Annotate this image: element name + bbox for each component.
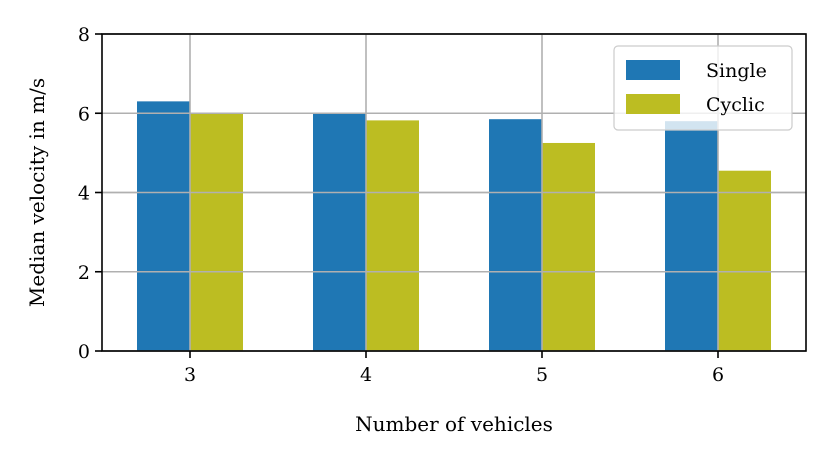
bar-cyclic-6 — [718, 170, 771, 351]
legend-swatch-single — [626, 60, 680, 80]
bar-cyclic-4 — [366, 120, 419, 351]
y-tick-label: 8 — [78, 24, 90, 46]
y-axis-label: Median velocity in m/s — [25, 78, 49, 307]
y-tick-label: 2 — [78, 262, 90, 284]
bar-single-6 — [665, 121, 718, 351]
bar-cyclic-3 — [190, 113, 243, 351]
y-tick-label: 0 — [78, 341, 90, 363]
x-axis-label: Number of vehicles — [355, 412, 553, 436]
y-tick-labels: 0 2 4 6 8 — [78, 24, 90, 363]
x-tick-label: 4 — [360, 364, 372, 386]
legend: Single Cyclic — [613, 45, 793, 131]
x-tick-labels: 3 4 5 6 — [184, 364, 724, 386]
legend-label-cyclic: Cyclic — [706, 94, 765, 116]
legend-swatch-cyclic — [626, 94, 680, 114]
bar-single-5 — [489, 119, 542, 351]
legend-label-single: Single — [706, 60, 767, 82]
y-tick-label: 4 — [78, 183, 90, 205]
bar-cyclic-5 — [542, 142, 595, 351]
bar-single-3 — [137, 101, 190, 351]
legend-box — [613, 45, 793, 131]
x-tick-label: 6 — [712, 364, 724, 386]
tick-marks — [95, 33, 719, 358]
x-tick-label: 5 — [536, 364, 548, 386]
x-tick-label: 3 — [184, 364, 196, 386]
y-tick-label: 6 — [78, 103, 90, 125]
bar-single-4 — [313, 113, 366, 351]
